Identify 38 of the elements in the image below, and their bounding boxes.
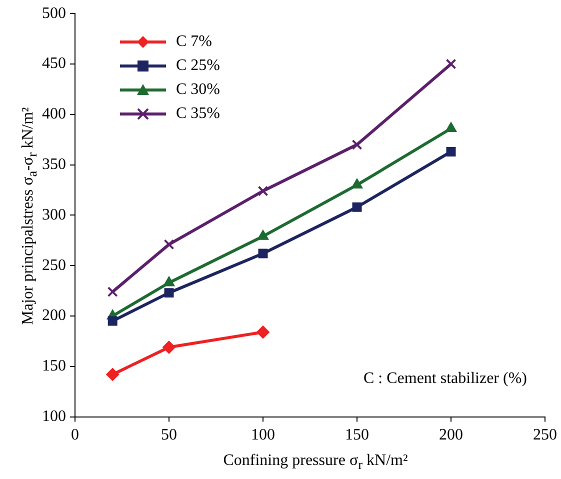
point — [164, 288, 174, 298]
x-tick-label: 50 — [161, 426, 177, 444]
point — [351, 178, 363, 188]
y-tick-label: 300 — [42, 206, 66, 224]
point — [257, 230, 269, 240]
point — [445, 122, 457, 132]
y-tick-label: 200 — [42, 307, 66, 324]
legend-label: C 30% — [176, 81, 220, 99]
point — [446, 58, 456, 70]
x-tick-label: 200 — [439, 426, 463, 444]
annotation: C : Cement stabilizer (%) — [363, 370, 527, 388]
y-tick-label: 150 — [42, 358, 66, 375]
x-axis-title: Confining pressure σ$_{r}$ kN/m² — [222, 452, 409, 474]
point — [258, 248, 268, 258]
x-tick-label: 150 — [345, 426, 369, 444]
y-tick-label: 450 — [42, 55, 66, 72]
point — [352, 202, 362, 212]
y-tick-label: 400 — [42, 106, 66, 123]
x-tick-label: 250 — [533, 426, 557, 444]
x-tick-label: 100 — [251, 426, 275, 444]
point — [258, 186, 268, 196]
point — [164, 239, 174, 250]
legend-label: C 25% — [176, 57, 220, 75]
y-tick-label: 350 — [42, 156, 66, 174]
y-tick-label: 250 — [42, 256, 66, 274]
x-tick-label: 0 — [71, 426, 79, 444]
point — [446, 146, 456, 156]
point — [163, 276, 175, 286]
point — [352, 139, 362, 150]
y-tick-label: 100 — [42, 408, 66, 426]
point — [162, 340, 176, 354]
y-tick-label: 500 — [42, 4, 66, 22]
point — [107, 286, 118, 298]
point — [256, 326, 270, 339]
legend-label: C 35% — [176, 105, 220, 123]
point — [106, 368, 120, 381]
legend-label: C 7% — [176, 33, 212, 51]
point — [108, 316, 118, 326]
